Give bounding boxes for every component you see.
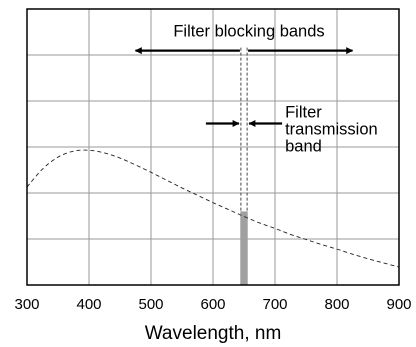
annotation-layer: Filter blocking bands Filtertransmissionb… xyxy=(134,23,378,212)
x-tick-label: 300 xyxy=(14,296,39,313)
blocking-bands-label: Filter blocking bands xyxy=(173,23,324,41)
x-tick-label: 500 xyxy=(138,296,163,313)
transmission-band-label: Filter xyxy=(285,104,322,122)
x-tick-label: 800 xyxy=(324,296,349,313)
spectrum-curve xyxy=(26,149,400,268)
x-axis-title: Wavelength, nm xyxy=(145,323,282,344)
x-tick-label: 700 xyxy=(262,296,287,313)
x-tick-labels: 300 400 500 600 700 800 900 xyxy=(14,296,411,313)
x-tick-label: 400 xyxy=(76,296,101,313)
transmission-band-label: transmission xyxy=(285,121,378,139)
transmission-band-label: band xyxy=(285,138,322,156)
grid xyxy=(27,9,399,285)
plot-frame xyxy=(26,8,400,286)
x-tick-label: 600 xyxy=(200,296,225,313)
transmission-band-bar xyxy=(240,211,248,285)
x-tick-label: 900 xyxy=(386,296,411,313)
curve-layer xyxy=(26,149,400,285)
